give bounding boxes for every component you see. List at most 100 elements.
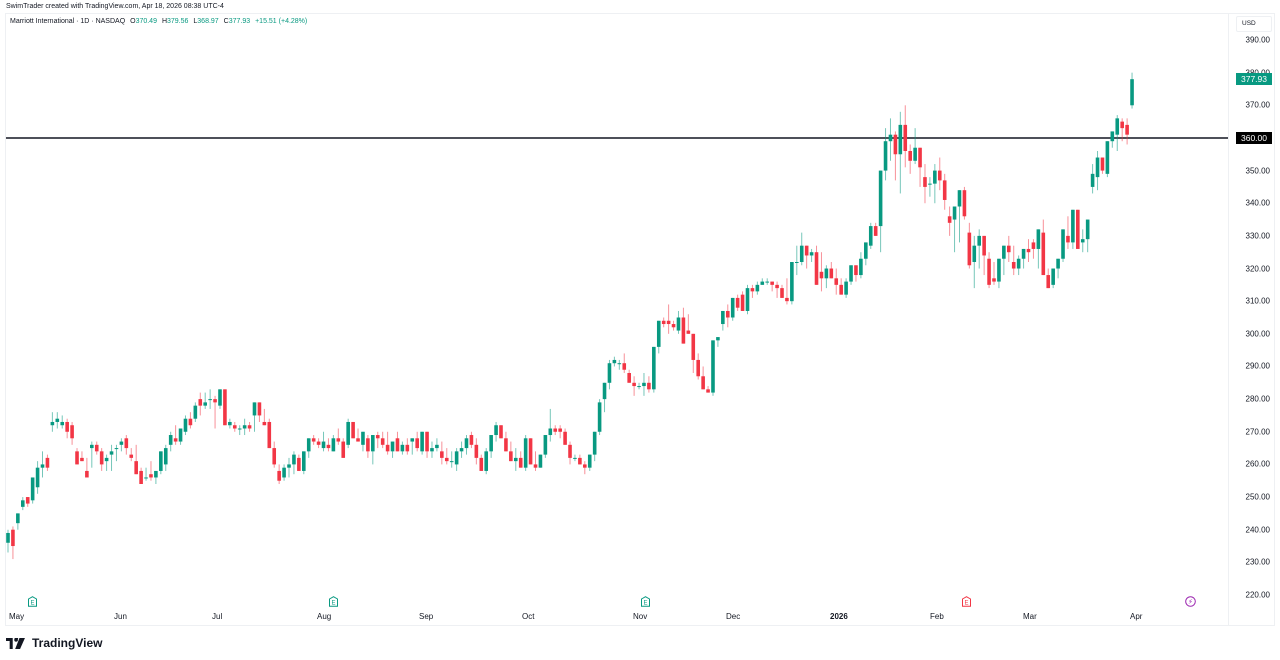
candle: [464, 435, 469, 455]
candle: [691, 333, 696, 373]
candle: [947, 206, 952, 236]
candle: [30, 477, 35, 504]
candle: [454, 448, 459, 471]
candle: [247, 421, 252, 432]
candle: [159, 451, 163, 475]
candle: [99, 448, 104, 471]
candle: [415, 431, 419, 452]
candle: [316, 438, 321, 449]
svg-text:E: E: [331, 601, 335, 607]
candle: [228, 418, 232, 429]
candle: [474, 438, 479, 465]
candle: [839, 278, 843, 295]
candle: [1125, 118, 1129, 145]
candle: [513, 448, 518, 471]
candle: [992, 262, 996, 285]
open-label: O: [130, 18, 136, 25]
time-tick-label: 2026: [830, 612, 848, 621]
candle: [612, 356, 617, 367]
candle: [90, 441, 94, 468]
change-value: +15.51 (+4.28%): [255, 18, 308, 25]
candle: [272, 441, 277, 468]
price-tick-label: 320.00: [1245, 264, 1270, 274]
price-axis[interactable]: 390.00 380.00 370.00 360.00 350.00 340.00 330.…: [1228, 13, 1276, 626]
tradingview-logo-text: TradingView: [32, 636, 103, 650]
earnings-event-icon[interactable]: E: [328, 594, 339, 607]
price-tick-label: 240.00: [1245, 525, 1270, 535]
candle: [489, 435, 493, 458]
candle: [494, 421, 498, 442]
candle: [785, 278, 789, 305]
candle: [1051, 268, 1055, 289]
candle: [834, 268, 839, 295]
candle: [928, 177, 932, 197]
candle: [198, 392, 203, 416]
candle: [168, 431, 173, 452]
candle: [962, 186, 967, 220]
candle: [957, 190, 962, 243]
earnings-event-icon[interactable]: E: [640, 594, 651, 607]
candle: [1080, 229, 1085, 253]
tradingview-logo[interactable]: TradingView: [6, 636, 102, 650]
candle: [410, 438, 415, 455]
candle: [336, 428, 341, 445]
candle: [139, 467, 143, 484]
candle: [287, 457, 291, 478]
price-tick-label: 390.00: [1245, 35, 1270, 45]
candle: [242, 418, 247, 436]
candle: [987, 252, 991, 289]
candle: [696, 353, 700, 380]
candle: [656, 320, 661, 354]
time-tick-label: Oct: [522, 612, 535, 621]
candle: [6, 529, 10, 553]
earnings-event-icon[interactable]: E: [27, 594, 38, 607]
candle: [809, 248, 814, 262]
candle: [257, 402, 262, 422]
candle: [484, 448, 489, 475]
candle: [1041, 219, 1046, 276]
candle: [632, 376, 636, 396]
candle: [824, 265, 829, 289]
candle: [647, 376, 651, 393]
candle: [208, 389, 212, 409]
dividend-event-icon[interactable]: ⚡: [1185, 594, 1196, 607]
open-value: 370.49: [135, 18, 157, 25]
candle: [232, 421, 237, 432]
candle: [292, 451, 296, 475]
candle: [351, 421, 355, 439]
candle: [375, 431, 380, 449]
earnings-event-icon[interactable]: E: [961, 594, 972, 607]
candle: [154, 470, 158, 484]
candle: [859, 252, 863, 279]
candle: [1110, 131, 1115, 148]
candle: [533, 451, 538, 471]
candle: [829, 262, 834, 279]
candle: [65, 418, 69, 439]
candle: [119, 438, 124, 452]
candle: [972, 235, 977, 289]
horizontal-line-price-tag: 360.00: [1236, 131, 1272, 144]
candle: [997, 258, 1001, 289]
candle: [627, 369, 631, 383]
time-tick-label: May: [9, 612, 25, 621]
candle: [509, 441, 513, 462]
candle: [735, 294, 740, 311]
candle: [1046, 268, 1051, 289]
candle: [188, 412, 193, 429]
candle: [35, 461, 40, 494]
candle: [16, 513, 20, 530]
candle: [193, 402, 198, 422]
candle: [563, 428, 567, 445]
candle: [237, 425, 242, 436]
candlestick-plot[interactable]: [0, 0, 1228, 626]
candle: [730, 297, 735, 321]
candle: [1031, 239, 1036, 259]
candle: [1036, 229, 1041, 269]
candle: [617, 359, 622, 370]
price-tick-label: 340.00: [1245, 198, 1270, 208]
currency-button[interactable]: USD: [1236, 16, 1272, 32]
candle: [371, 435, 375, 465]
candle: [578, 454, 582, 465]
time-tick-label: Aug: [317, 612, 332, 621]
svg-text:E: E: [964, 601, 968, 607]
